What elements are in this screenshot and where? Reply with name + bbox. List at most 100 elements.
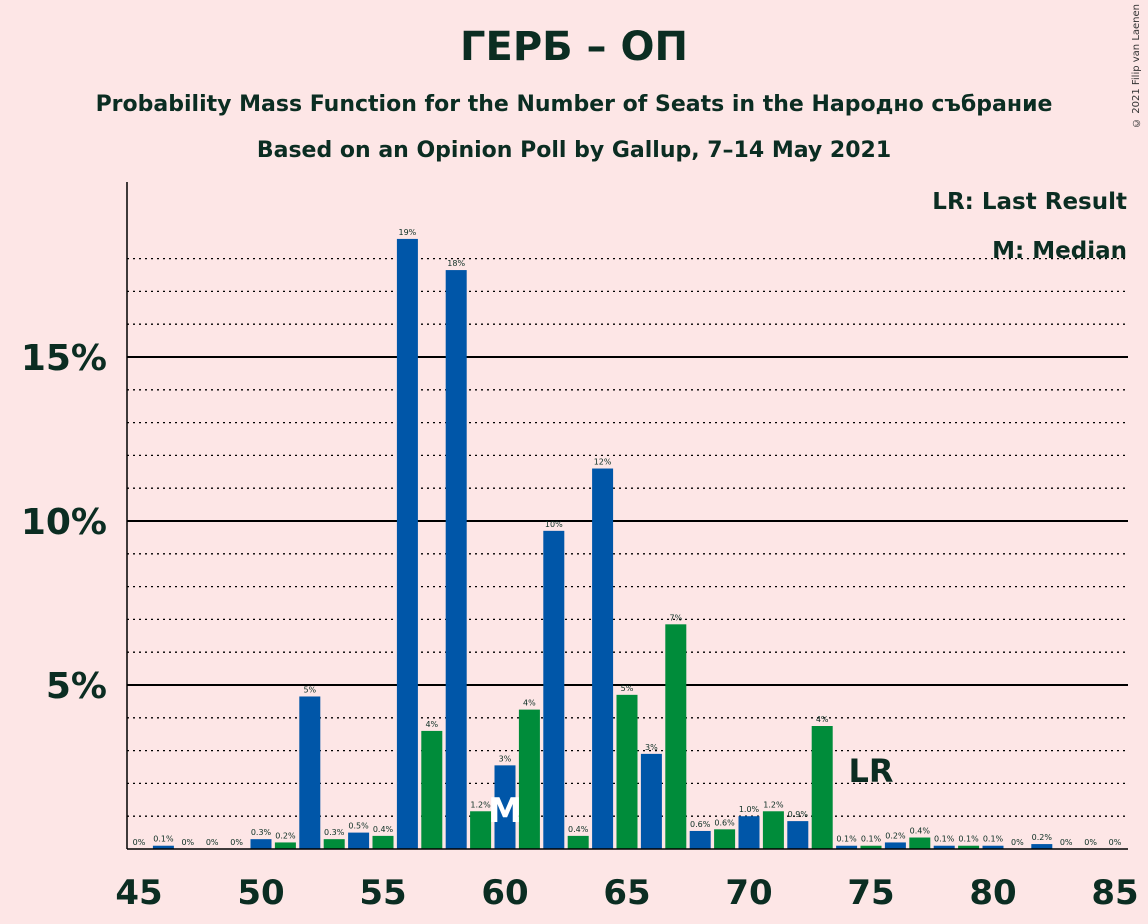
bar-label: 0.6% bbox=[714, 818, 735, 827]
bar bbox=[689, 830, 711, 849]
bar-label: 0.1% bbox=[836, 835, 857, 844]
bar-label: 0.6% bbox=[690, 820, 711, 829]
bar bbox=[933, 845, 955, 849]
bar bbox=[714, 829, 736, 849]
bar bbox=[958, 845, 980, 849]
bar bbox=[787, 821, 809, 849]
x-tick-label: 75 bbox=[847, 873, 894, 913]
bar bbox=[665, 624, 687, 849]
bar bbox=[348, 832, 370, 849]
y-tick-label: 5% bbox=[46, 666, 107, 707]
x-tick-label: 85 bbox=[1091, 873, 1138, 913]
bar-label: 0.9% bbox=[788, 810, 809, 819]
bar-label: 0% bbox=[181, 838, 194, 847]
x-axis: 45 50 55 60 65 70 75 80 85 bbox=[115, 848, 1139, 913]
legend-median: M: Median bbox=[992, 238, 1127, 264]
bar bbox=[762, 811, 784, 849]
bar-label: 0.1% bbox=[861, 835, 882, 844]
x-tick-label: 80 bbox=[969, 873, 1016, 913]
gridlines bbox=[127, 257, 1128, 817]
bar-label: 5% bbox=[621, 684, 634, 693]
chart-subtitle: Probability Mass Function for the Number… bbox=[95, 92, 1053, 117]
x-tick-label: 45 bbox=[115, 873, 162, 913]
bar bbox=[738, 816, 760, 849]
bar bbox=[372, 835, 394, 849]
bar-label: 4% bbox=[816, 715, 829, 724]
bar bbox=[299, 696, 321, 849]
bar-label: 3% bbox=[499, 754, 512, 763]
bar-label: 1.2% bbox=[470, 800, 491, 809]
bar-label: 5% bbox=[303, 685, 316, 694]
bar bbox=[811, 726, 833, 849]
bar-labels: 0% 0.1% 0% 0% 0%0.3% 0.2%5%0.3%0.5% 0.4%19%4%1… bbox=[133, 228, 1122, 847]
bar bbox=[860, 845, 882, 849]
bar bbox=[543, 530, 565, 849]
bar-label: 19% bbox=[399, 228, 417, 237]
bar-label: 0% bbox=[230, 838, 243, 847]
last-result-marker: LR bbox=[848, 752, 893, 790]
bar-label: 0.2% bbox=[885, 831, 906, 840]
bar bbox=[396, 238, 418, 850]
bar bbox=[274, 842, 296, 849]
y-axis: 5% 10% 15% bbox=[21, 182, 128, 849]
bar-label: 12% bbox=[594, 458, 612, 467]
bar-label: 0.5% bbox=[348, 822, 369, 831]
bar-label: 7% bbox=[669, 613, 682, 622]
bar-label: 0% bbox=[1109, 838, 1122, 847]
bar-label: 4% bbox=[425, 720, 438, 729]
bar bbox=[1031, 844, 1053, 849]
bar-label: 0.1% bbox=[983, 835, 1004, 844]
bar-label: 0% bbox=[1060, 838, 1073, 847]
bar-label: 0.2% bbox=[275, 831, 296, 840]
bar bbox=[518, 709, 540, 849]
markers: M LR bbox=[488, 752, 893, 831]
bar-label: 0.4% bbox=[568, 825, 589, 834]
bar-label: 0.1% bbox=[934, 835, 955, 844]
bar bbox=[982, 845, 1004, 849]
bar bbox=[152, 845, 174, 849]
bar-label: 0.3% bbox=[251, 828, 272, 837]
bar-label: 18% bbox=[447, 259, 465, 268]
bar-label: 0.4% bbox=[373, 825, 394, 834]
bar-label: 0.2% bbox=[1032, 833, 1053, 842]
bar bbox=[421, 730, 443, 849]
bar-label: 4% bbox=[523, 699, 536, 708]
bar bbox=[323, 839, 345, 849]
bar-label: 1.0% bbox=[739, 805, 760, 814]
bar-label: 0.1% bbox=[153, 835, 174, 844]
bar bbox=[592, 468, 614, 849]
y-tick-label: 15% bbox=[21, 338, 107, 379]
legend-last-result: LR: Last Result bbox=[932, 189, 1127, 215]
x-tick-label: 70 bbox=[725, 873, 772, 913]
bar-label: 10% bbox=[545, 520, 563, 529]
bar-label: 0.3% bbox=[324, 828, 345, 837]
bar-label: 0% bbox=[1011, 838, 1024, 847]
bar-label: 0.4% bbox=[910, 827, 931, 836]
bar bbox=[494, 765, 516, 849]
bar-label: 0% bbox=[206, 838, 219, 847]
bar bbox=[567, 835, 589, 849]
median-marker: M bbox=[488, 791, 522, 831]
bar-label: 0.1% bbox=[958, 835, 979, 844]
bar bbox=[909, 837, 931, 849]
x-tick-label: 65 bbox=[603, 873, 650, 913]
bar bbox=[884, 842, 906, 849]
bar bbox=[640, 753, 662, 849]
chart-source: Based on an Opinion Poll by Gallup, 7–14… bbox=[256, 138, 892, 163]
x-tick-label: 50 bbox=[237, 873, 284, 913]
bar-label: 0% bbox=[1084, 838, 1097, 847]
chart-title: ГЕРБ – ОП bbox=[460, 24, 688, 70]
bar bbox=[616, 694, 638, 849]
x-tick-label: 55 bbox=[359, 873, 406, 913]
bar bbox=[445, 270, 467, 850]
bar-label: 3% bbox=[645, 743, 658, 752]
y-tick-label: 10% bbox=[21, 502, 107, 543]
bar-label: 1.2% bbox=[763, 800, 784, 809]
bar bbox=[470, 811, 492, 849]
bar bbox=[836, 845, 858, 849]
bar bbox=[250, 839, 272, 849]
bars bbox=[152, 238, 1053, 850]
bar-label: 0% bbox=[133, 838, 146, 847]
x-tick-label: 60 bbox=[481, 873, 528, 913]
